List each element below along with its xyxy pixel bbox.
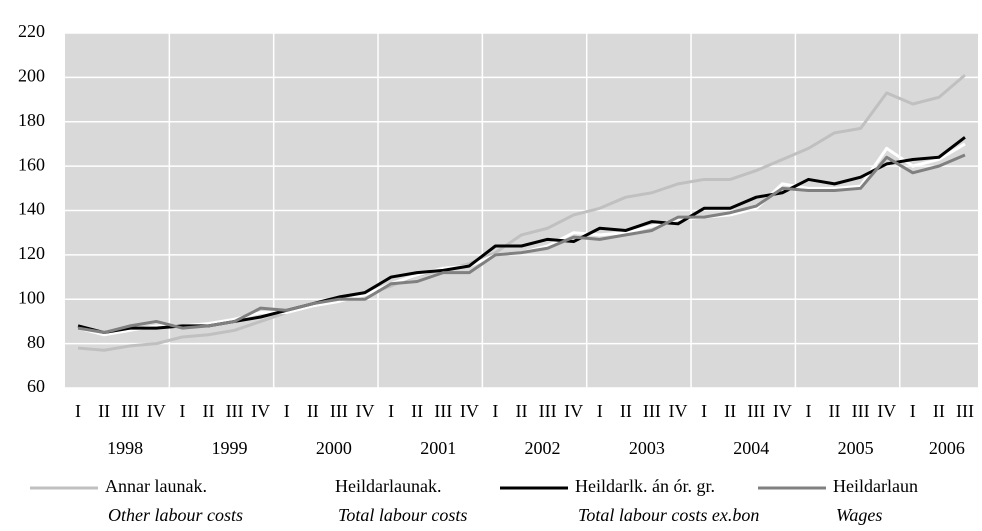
year-label: 2001: [420, 438, 456, 458]
y-tick-label: 120: [18, 243, 45, 263]
x-tick-label: II: [724, 401, 736, 421]
x-tick-label: II: [516, 401, 528, 421]
y-tick-label: 160: [18, 154, 45, 174]
x-tick-label: III: [226, 401, 244, 421]
y-tick-label: 140: [18, 199, 45, 219]
series-line: [77, 153, 966, 335]
x-tick-label: I: [388, 401, 394, 421]
y-tick-label: 220: [18, 21, 45, 41]
legend-subtitle: Wages: [836, 505, 882, 525]
x-tick-label: I: [597, 401, 603, 421]
year-label: 1998: [107, 438, 143, 458]
x-tick-label: II: [829, 401, 841, 421]
x-tick-label: IV: [147, 401, 166, 421]
x-tick-label: I: [805, 401, 811, 421]
y-tick-label: 60: [27, 376, 45, 396]
x-tick-label: IV: [355, 401, 374, 421]
x-tick-label: III: [747, 401, 765, 421]
year-label: 2000: [316, 438, 352, 458]
x-tick-label: III: [434, 401, 452, 421]
x-tick-label: III: [330, 401, 348, 421]
x-tick-label: III: [643, 401, 661, 421]
x-tick-label: I: [910, 401, 916, 421]
x-tick-label: III: [121, 401, 139, 421]
year-label: 2004: [733, 438, 769, 458]
year-label: 2005: [838, 438, 874, 458]
x-tick-label: III: [956, 401, 974, 421]
x-tick-label: I: [701, 401, 707, 421]
x-tick-label: II: [98, 401, 110, 421]
legend-label: Heildarlaun: [833, 476, 918, 496]
y-tick-label: 100: [18, 287, 45, 307]
x-tick-label: IV: [251, 401, 270, 421]
x-tick-label: IV: [669, 401, 688, 421]
x-tick-label: I: [75, 401, 81, 421]
year-label: 1999: [212, 438, 248, 458]
x-tick-label: IV: [460, 401, 479, 421]
x-tick-label: II: [202, 401, 214, 421]
year-label: 2002: [525, 438, 561, 458]
x-tick-label: II: [933, 401, 945, 421]
year-label: 2006: [929, 438, 965, 458]
y-tick-label: 180: [18, 110, 45, 130]
legend-subtitle: Total labour costs: [338, 505, 467, 525]
y-tick-label: 80: [27, 332, 45, 352]
y-tick-label: 200: [18, 66, 45, 86]
x-tick-label: III: [539, 401, 557, 421]
legend-subtitle: Other labour costs: [108, 505, 243, 525]
legend-subtitle: Total labour costs ex.bon: [578, 505, 759, 525]
x-tick-label: II: [620, 401, 632, 421]
year-label: 2003: [629, 438, 665, 458]
x-tick-label: II: [307, 401, 319, 421]
legend-label: Heildarlaunak.: [335, 476, 441, 496]
x-tick-label: I: [492, 401, 498, 421]
x-tick-label: II: [411, 401, 423, 421]
series-line: [77, 74, 966, 352]
legend-label: Heildarlk. án ór. gr.: [575, 476, 715, 496]
x-tick-label: III: [852, 401, 870, 421]
x-tick-label: I: [179, 401, 185, 421]
x-tick-label: I: [284, 401, 290, 421]
x-tick-label: IV: [773, 401, 792, 421]
x-tick-label: IV: [564, 401, 583, 421]
x-tick-label: IV: [877, 401, 896, 421]
legend-label: Annar launak.: [105, 476, 207, 496]
